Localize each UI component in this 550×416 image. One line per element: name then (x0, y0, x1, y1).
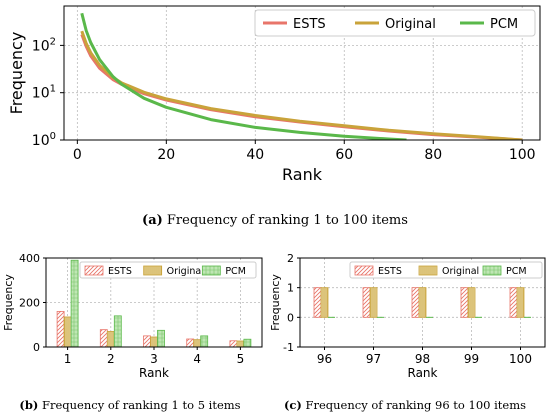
x-tick-label: 20 (157, 147, 175, 163)
bar-pcm (70, 259, 79, 348)
x-axis-label: Rank (139, 366, 169, 380)
x-tick-label: 99 (464, 352, 479, 366)
bar-ests (460, 287, 469, 318)
bar-ests (143, 335, 151, 348)
plot-frame (45, 257, 263, 348)
y-tick-label: 0 (287, 311, 294, 324)
legend-swatch-original (143, 265, 163, 276)
chart-c-frequency-96-to-100: -1 0 1 2 96 97 98 99 100 Rank Frequency ESTS Origina… (269, 252, 546, 380)
x-tick-label: 80 (424, 147, 442, 163)
bar-original (516, 287, 525, 318)
legend-swatch-ests (354, 265, 374, 276)
bar-pcm (113, 315, 122, 348)
series-line-ests (80, 33, 523, 140)
legend-swatch-ests (84, 265, 104, 276)
bar-pcm (157, 329, 165, 348)
bar-original (369, 287, 378, 318)
bar-ests (362, 287, 371, 318)
caption-a-prefix: (a) (142, 213, 163, 228)
x-tick-label: 5 (237, 352, 245, 366)
y-tick-label: 1 (287, 282, 294, 295)
legend-label-pcm: PCM (506, 266, 527, 277)
legend-swatch-pcm (482, 265, 502, 276)
caption-a: (a) Frequency of ranking 1 to 100 items (142, 213, 408, 228)
series-line-pcm (80, 12, 407, 140)
x-tick-label: 1 (64, 352, 72, 366)
y-tick-label: 100 (32, 131, 56, 149)
x-tick-label: 100 (509, 147, 536, 163)
legend-label-pcm: PCM (225, 266, 246, 277)
caption-c-text: Frequency of ranking 96 to 100 items (302, 398, 526, 412)
legend-label-ests: ESTS (378, 266, 402, 277)
y-tick-label: 200 (19, 297, 40, 310)
bar-original (236, 340, 245, 348)
caption-c: (c) Frequency of ranking 96 to 100 items (284, 398, 526, 412)
x-tick-label: 2 (107, 352, 115, 366)
plot-frame (299, 257, 546, 348)
x-axis-label: Rank (282, 165, 323, 184)
caption-b-text: Frequency of ranking 1 to 5 items (38, 398, 240, 412)
bar-original (63, 316, 72, 348)
bar-ests (313, 287, 322, 318)
legend: ESTS Original PCM (79, 261, 257, 279)
y-tick-label: 2 (287, 252, 294, 265)
y-tick-label: 0 (33, 341, 40, 354)
bar-original (106, 331, 115, 348)
bar-original (193, 339, 202, 348)
bar-ests (411, 287, 420, 318)
bar-ests (56, 310, 65, 348)
series-line-original (80, 30, 523, 140)
y-axis-label: Frequency (2, 274, 15, 331)
legend-label-ests: ESTS (293, 17, 326, 32)
legend: ESTS Original PCM (254, 9, 536, 37)
x-tick-label: 98 (415, 352, 430, 366)
x-tick-label: 60 (335, 147, 353, 163)
y-tick-label: -1 (283, 341, 294, 354)
bar-ests (509, 287, 518, 318)
x-tick-label: 4 (193, 352, 201, 366)
chart-b-frequency-1-to-5: 0 200 400 1 2 3 4 5 Rank Frequency ESTS Original PCM (2, 252, 263, 380)
x-tick-label: 100 (509, 352, 532, 366)
y-tick-label: 400 (19, 252, 40, 265)
legend-label-original: Original (385, 17, 436, 32)
bar-original (467, 287, 476, 318)
x-tick-label: 40 (246, 147, 264, 163)
bar-pcm (243, 338, 252, 348)
plot-frame (63, 5, 541, 141)
x-tick-label: 3 (150, 352, 158, 366)
legend-label-ests: ESTS (108, 266, 132, 277)
x-tick-label: 97 (366, 352, 381, 366)
legend-label-pcm: PCM (490, 17, 518, 32)
caption-b: (b) Frequency of ranking 1 to 5 items (19, 398, 240, 412)
y-axis-label: Frequency (7, 32, 26, 115)
x-axis-label: Rank (408, 366, 438, 380)
caption-c-prefix: (c) (284, 398, 302, 412)
chart-a-frequency-1-to-100: 0 20 40 60 80 100 100 101 102 Rank Frequency ESTS Or… (7, 5, 541, 184)
bar-ests (229, 340, 238, 348)
y-tick-label: 101 (32, 84, 56, 102)
legend-box (254, 9, 536, 37)
bar-ests (99, 329, 108, 348)
bar-original (418, 287, 427, 318)
bar-pcm (200, 335, 209, 348)
bar-original (150, 336, 158, 348)
caption-a-text: Frequency of ranking 1 to 100 items (163, 213, 408, 228)
legend-swatch-pcm (201, 265, 221, 276)
x-tick-label: 96 (317, 352, 332, 366)
y-axis-label: Frequency (269, 274, 282, 331)
bar-original (320, 287, 329, 318)
caption-b-prefix: (b) (19, 398, 38, 412)
legend-swatch-original (418, 265, 438, 276)
legend-label-original: Original (442, 266, 479, 277)
bar-ests (186, 338, 195, 348)
legend-label-original: Original (167, 266, 204, 277)
y-tick-label: 102 (32, 36, 56, 54)
legend: ESTS Original PCM (349, 261, 543, 279)
x-tick-label: 0 (73, 147, 82, 163)
